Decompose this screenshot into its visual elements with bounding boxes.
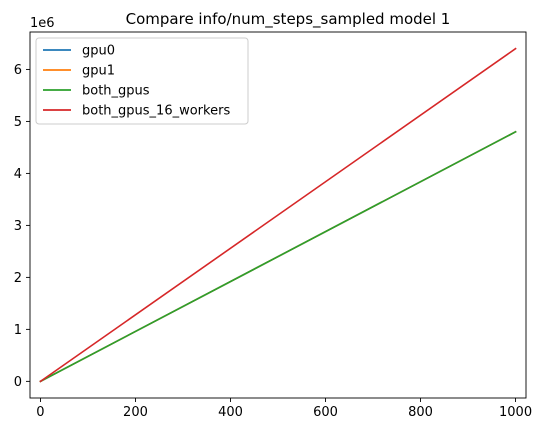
chart-title: Compare info/num_steps_sampled model 1	[126, 10, 451, 29]
series-line-both-gpus	[40, 132, 515, 382]
y-tick-label: 1	[14, 323, 22, 338]
x-tick-label: 0	[36, 405, 44, 420]
x-tick-label: 400	[218, 405, 243, 420]
x-tick-label: 600	[313, 405, 338, 420]
legend-label: gpu0	[82, 44, 115, 59]
legend-label: gpu1	[82, 64, 115, 79]
y-axis-offset-label: 1e6	[30, 16, 55, 31]
legend-label: both_gpus	[82, 84, 150, 99]
y-tick-label: 3	[14, 219, 22, 234]
legend-label: both_gpus_16_workers	[82, 104, 230, 119]
y-tick-label: 5	[14, 115, 22, 130]
y-tick-label: 4	[14, 167, 22, 182]
x-tick-label: 800	[408, 405, 433, 420]
plot-area: 0 200 400 600 800 1000 0 1 2 3 4 5 6 gpu0 gpu1 both_gpu…	[14, 32, 532, 420]
y-tick-label: 6	[14, 63, 22, 78]
y-tick-label: 0	[14, 375, 22, 390]
y-tick-label: 2	[14, 271, 22, 286]
x-tick-label: 200	[123, 405, 148, 420]
x-tick-label: 1000	[499, 405, 532, 420]
legend: gpu0 gpu1 both_gpus both_gpus_16_workers	[36, 38, 248, 124]
